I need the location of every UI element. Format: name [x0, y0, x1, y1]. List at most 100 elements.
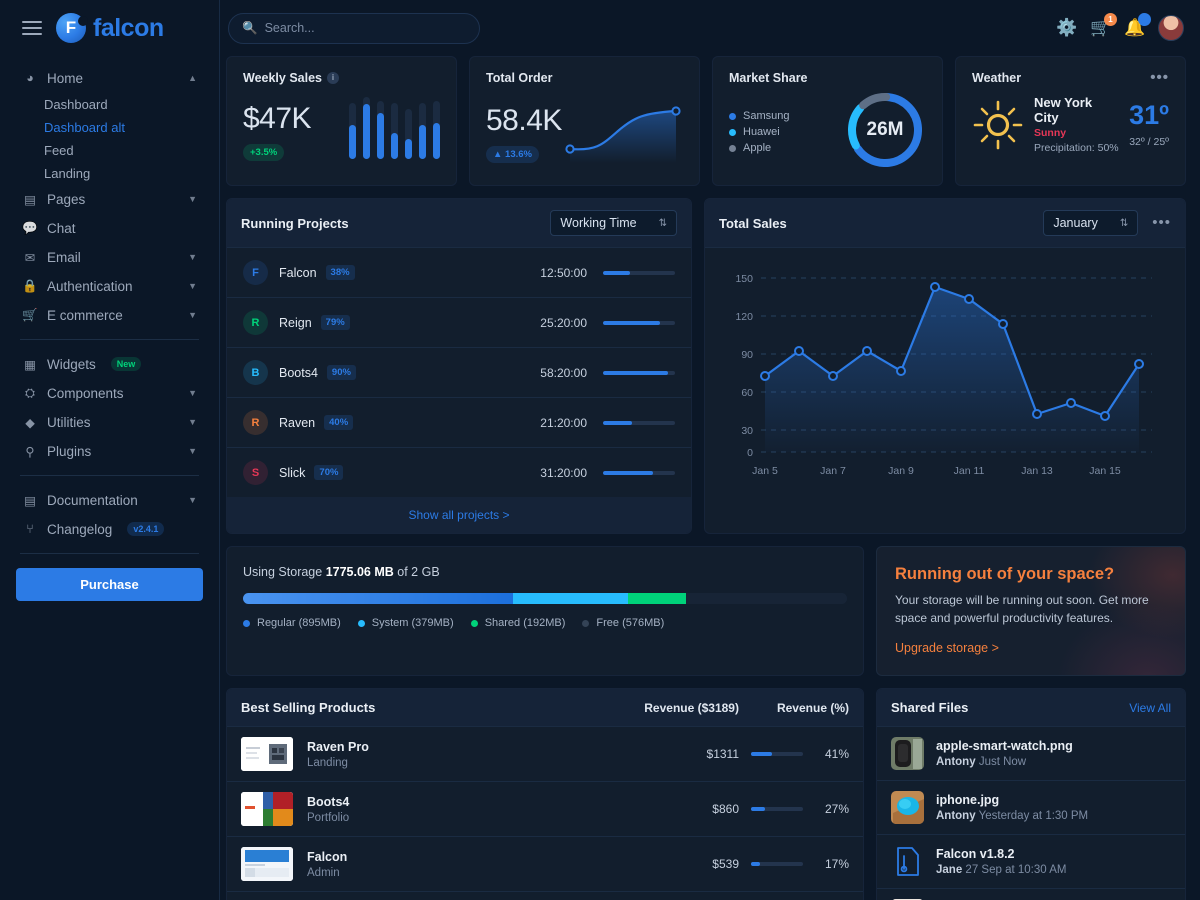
list-item[interactable]: iMac.jpg Rowen 23 Sep at 6:10 PM: [877, 889, 1185, 900]
legend-item: Shared (192MB): [470, 617, 565, 629]
chevron-down-icon[interactable]: ▼: [188, 281, 197, 291]
chevron-down-icon[interactable]: ▼: [188, 388, 197, 398]
bell-icon[interactable]: 🔔: [1124, 13, 1151, 39]
promo-heading: Running out of your space?: [895, 565, 1115, 583]
table-row[interactable]: R Reign 79% 25:20:00: [227, 298, 691, 348]
total-order-value: 58.4K: [486, 104, 562, 137]
legend-item: Free (576MB): [582, 617, 664, 629]
chevron-down-icon[interactable]: ▼: [188, 417, 197, 427]
search-input[interactable]: 🔍 Search...: [228, 12, 480, 44]
sidebar-item-documentation[interactable]: ▤ Documentation ▼: [16, 486, 203, 514]
sidebar-item-widgets[interactable]: ▦ Widgets New: [16, 350, 203, 378]
progress-bar: [603, 270, 675, 275]
product-name: Falcon: [307, 849, 348, 864]
table-row[interactable]: Raven Pro Landing $1311 41%: [227, 727, 863, 782]
cart-icon[interactable]: 🛒 1: [1090, 13, 1117, 39]
sidebar-item-dashboard[interactable]: Dashboard: [44, 97, 108, 112]
brand-logo[interactable]: F falcon: [56, 13, 164, 43]
sidebar-divider-3: [20, 553, 199, 554]
sidebar-item-utilities[interactable]: ◆ Utilities ▼: [16, 408, 203, 436]
project-time: 31:20:00: [540, 465, 587, 480]
chevron-down-icon[interactable]: ▼: [188, 310, 197, 320]
storage-segment-free: [685, 593, 847, 604]
list-item[interactable]: Falcon v1.8.2 Jane 27 Sep at 10:30 AM: [877, 835, 1185, 889]
sidebar-item-home[interactable]: ◕ Home ▲: [16, 64, 203, 92]
month-select[interactable]: January ⇅: [1043, 210, 1139, 236]
file-name: iphone.jpg: [936, 793, 1000, 807]
legend-dot: [582, 619, 590, 627]
sidebar-item-dashboard-alt[interactable]: Dashboard alt: [44, 120, 125, 135]
product-category: Admin: [307, 866, 340, 879]
product-category: Landing: [307, 756, 348, 769]
select-arrows-icon: ⇅: [1119, 217, 1129, 229]
purchase-button[interactable]: Purchase: [16, 568, 203, 601]
product-percent: 41%: [824, 747, 849, 761]
ellipsis-icon[interactable]: •••: [1150, 69, 1169, 86]
list-item[interactable]: apple-smart-watch.png Antony Just Now: [877, 727, 1185, 781]
svg-text:Jan 11: Jan 11: [954, 465, 985, 477]
working-time-select[interactable]: Working Time ⇅: [550, 210, 677, 236]
sidebar-item-authentication[interactable]: 🔒 Authentication ▼: [16, 272, 203, 300]
chevron-down-icon[interactable]: ▼: [188, 495, 197, 505]
falcon-thumb: [241, 847, 293, 881]
chevron-down-icon[interactable]: ▼: [188, 252, 197, 262]
view-all-link[interactable]: View All: [1129, 700, 1171, 715]
svg-text:Jan 5: Jan 5: [752, 465, 778, 477]
svg-text:Jan 13: Jan 13: [1021, 465, 1053, 477]
progress-bar: [603, 370, 675, 375]
avatar: F: [243, 260, 268, 285]
weekly-sales-card: Weekly Sales i $47K +3.5%: [226, 56, 457, 186]
sidebar-item-chat[interactable]: 💬 Chat: [16, 214, 203, 242]
sidebar-item-landing[interactable]: Landing: [44, 166, 91, 181]
sidebar-item-changelog[interactable]: ⑂ Changelog v2.4.1: [16, 515, 203, 543]
table-row[interactable]: S Slick 70% 31:20:00: [227, 448, 691, 497]
storage-used: 1775.06 MB: [325, 565, 394, 579]
changelog-version-badge: v2.4.1: [127, 522, 165, 536]
upgrade-storage-link[interactable]: Upgrade storage >: [895, 641, 999, 655]
widgets-new-badge: New: [110, 357, 142, 371]
ellipsis-icon[interactable]: •••: [1152, 214, 1171, 231]
sidebar-nav: ◕ Home ▲ Dashboard Dashboard alt Feed La…: [16, 56, 203, 601]
hamburger-menu-icon[interactable]: [22, 21, 42, 35]
sidebar-item-email[interactable]: ✉ Email ▼: [16, 243, 203, 271]
svg-text:150: 150: [735, 273, 753, 285]
card-title-text: Weekly Sales: [243, 71, 322, 85]
storage-card: Using Storage 1775.06 MB of 2 GB Regular…: [226, 546, 864, 676]
sidebar-item-feed[interactable]: Feed: [44, 143, 74, 158]
list-item[interactable]: iphone.jpg Antony Yesterday at 1:30 PM: [877, 781, 1185, 835]
sidebar-item-pages[interactable]: ▤ Pages ▼: [16, 185, 203, 213]
project-percent: 40%: [324, 415, 354, 430]
table-row[interactable]: R Raven 40% 21:20:00: [227, 398, 691, 448]
table-row[interactable]: F Falcon 38% 12:50:00: [227, 248, 691, 298]
table-row[interactable]: B Boots4 90% 58:20:00: [227, 348, 691, 398]
sidebar-item-ecommerce[interactable]: 🛒 E commerce ▼: [16, 301, 203, 329]
storage-segment-shared: [627, 593, 686, 604]
chevron-up-icon[interactable]: ▲: [188, 73, 197, 83]
sidebar-item-components[interactable]: ⛭ Components ▼: [16, 379, 203, 407]
table-row[interactable]: Falcon Admin $539 17%: [227, 837, 863, 892]
sidebar-item-label: E commerce: [47, 307, 123, 323]
shared-files-card: Shared Files View All apple-smart-watch.…: [876, 688, 1186, 900]
sidebar-item-plugins[interactable]: ⚲ Plugins ▼: [16, 437, 203, 465]
home-icon: ◕: [26, 71, 34, 85]
weather-temperature: 31º: [1129, 99, 1169, 130]
svg-text:30: 30: [741, 425, 753, 437]
table-row[interactable]: Boots4 Portfolio $860 27%: [227, 782, 863, 837]
market-share-legend: Samsung Huawei Apple: [729, 110, 789, 158]
avatar[interactable]: [1158, 15, 1184, 41]
legend-dot: [729, 144, 736, 152]
weather-city: New York City: [1034, 95, 1093, 125]
chevron-down-icon[interactable]: ▼: [188, 446, 197, 456]
project-time: 21:20:00: [540, 415, 587, 430]
info-icon[interactable]: i: [327, 72, 339, 84]
gear-icon[interactable]: ⚙️: [1056, 18, 1078, 37]
show-all-projects-link[interactable]: Show all projects >: [227, 497, 691, 533]
chevron-down-icon[interactable]: ▼: [188, 194, 197, 204]
upgrade-storage-promo: Running out of your space? Your storage …: [876, 546, 1186, 676]
table-row[interactable]: Slick Builder $245 8%: [227, 892, 863, 900]
email-icon: ✉: [24, 250, 36, 265]
legend-item: Samsung: [729, 110, 789, 122]
weather-range: 32º / 25º: [1129, 135, 1169, 148]
bell-badge: [1138, 13, 1151, 26]
topbar: 🔍 Search... ⚙️ 🛒 1 🔔: [220, 0, 1200, 56]
